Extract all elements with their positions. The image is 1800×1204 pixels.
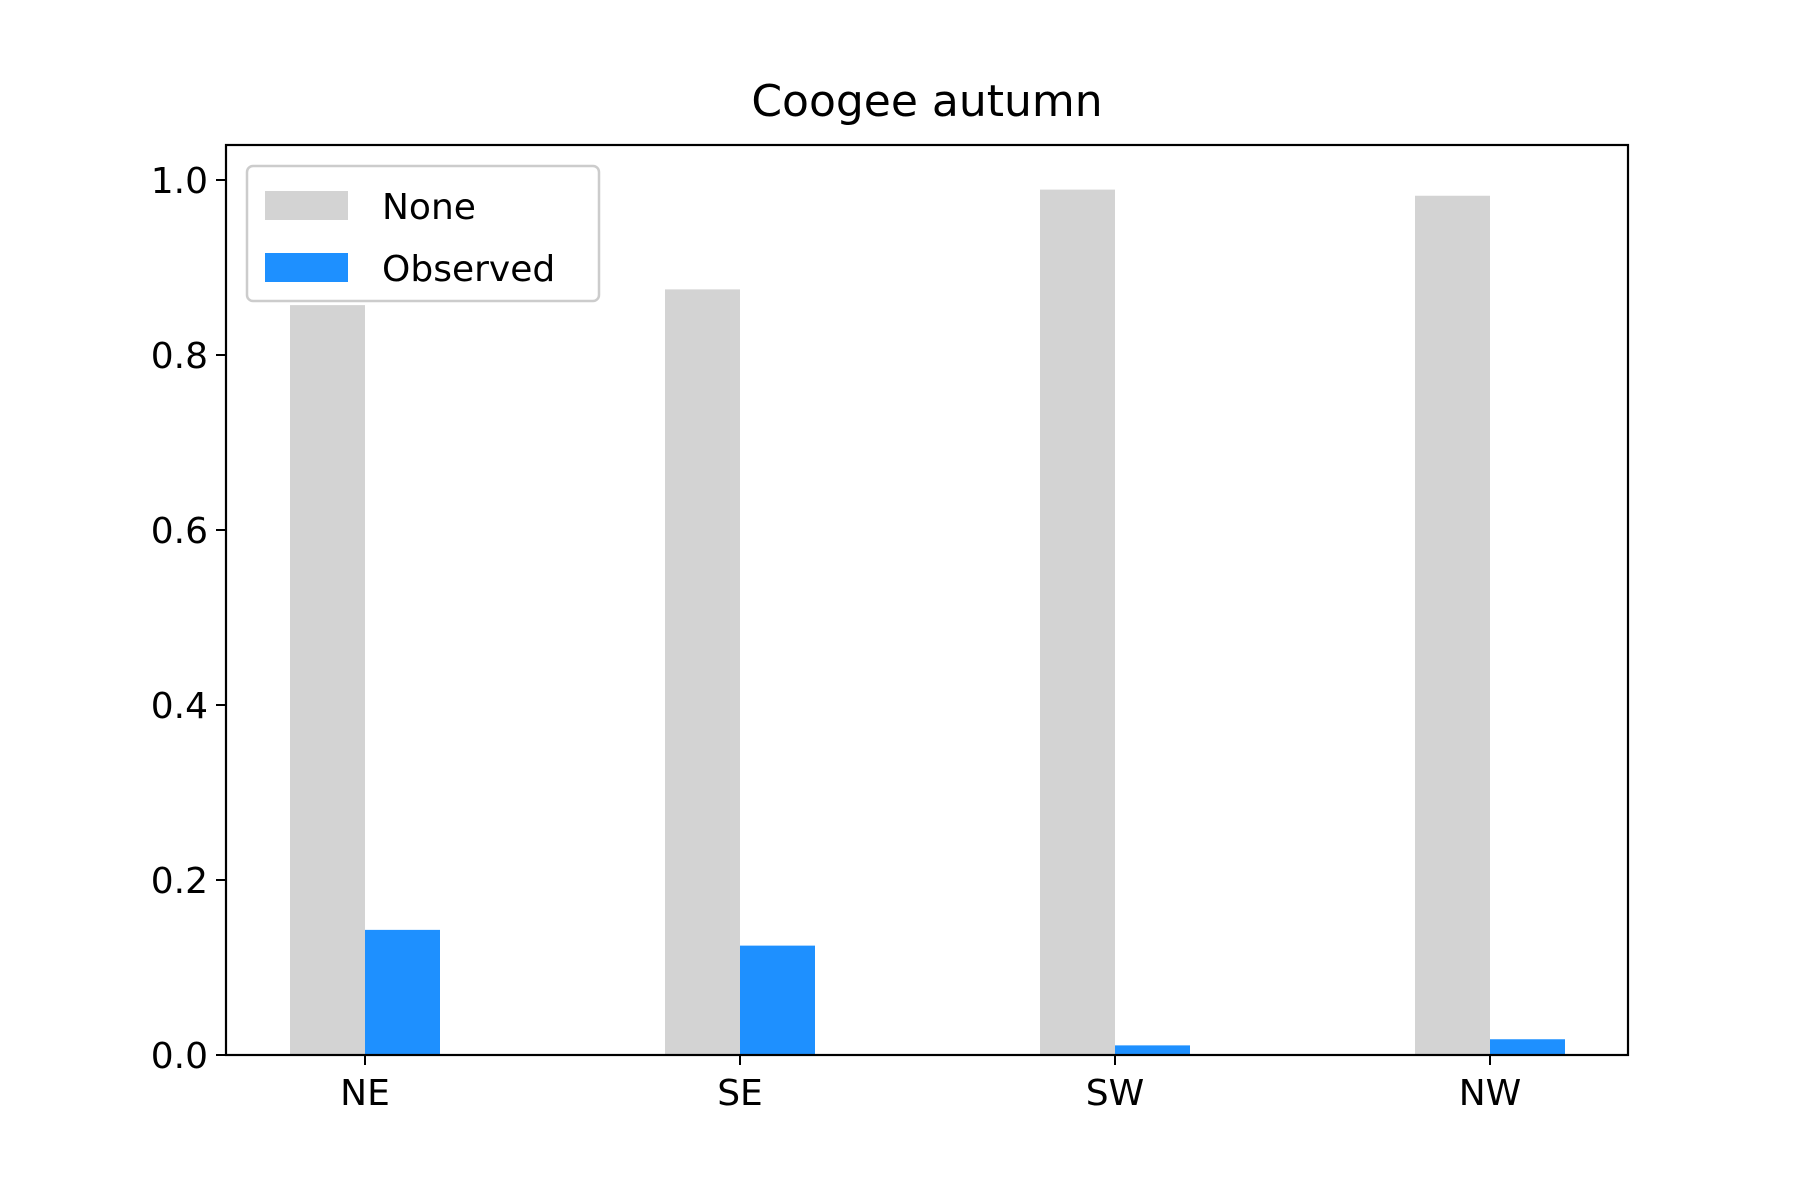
- y-tick-label: 0.4: [151, 686, 208, 727]
- bar-none-nw: [1415, 195, 1490, 1055]
- bar-observed-sw: [1115, 1045, 1190, 1055]
- x-tick-label: NE: [340, 1073, 390, 1114]
- chart-title: Coogee autumn: [751, 76, 1102, 127]
- bar-observed-nw: [1490, 1039, 1565, 1055]
- legend-swatch-none: [265, 191, 348, 220]
- legend: None Observed: [245, 164, 601, 303]
- bar-none-se: [665, 289, 740, 1055]
- bar-observed-se: [740, 945, 815, 1055]
- bars-layer: [290, 189, 1565, 1055]
- bar-none-ne: [290, 305, 365, 1055]
- plot-frame: [224, 143, 1630, 1057]
- bar-none-sw: [1040, 189, 1115, 1055]
- x-tick-label: NW: [1459, 1073, 1522, 1114]
- y-tick-label: 0.2: [151, 861, 208, 902]
- axes-layer: 0.0 0.2 0.4 0.6 0.8 1.0 NE SE SW NW: [151, 143, 1630, 1114]
- legend-swatch-observed: [265, 253, 348, 282]
- x-tick-label: SW: [1086, 1073, 1144, 1114]
- y-tick-label: 0.8: [151, 336, 208, 377]
- x-tick-label: SE: [717, 1073, 763, 1114]
- y-tick-label: 1.0: [151, 161, 208, 202]
- legend-label-observed: Observed: [382, 249, 555, 290]
- y-tick-label: 0.0: [151, 1036, 208, 1077]
- legend-label-none: None: [382, 187, 476, 228]
- y-tick-label: 0.6: [151, 511, 208, 552]
- bar-observed-ne: [365, 929, 440, 1055]
